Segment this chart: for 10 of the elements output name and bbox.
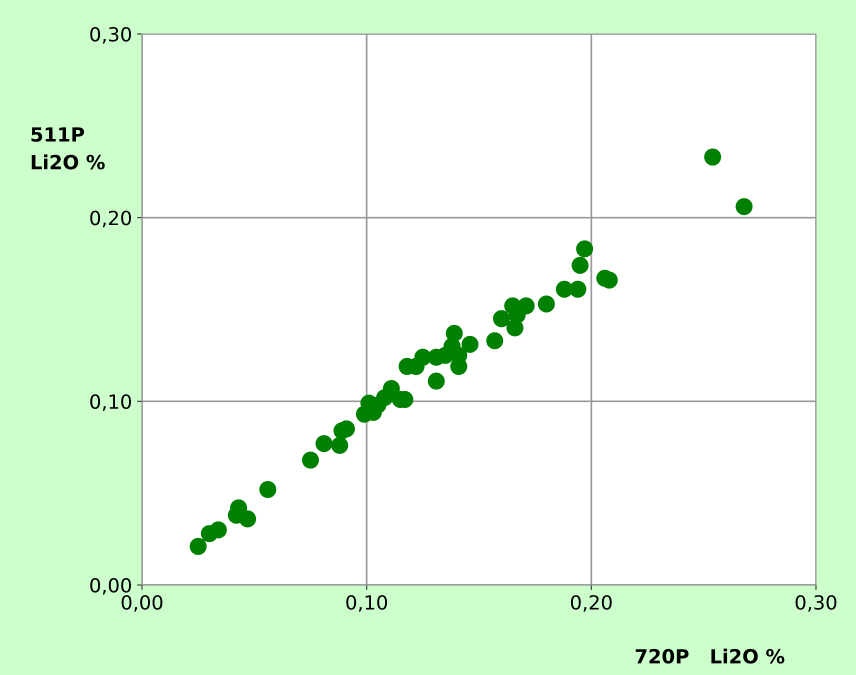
y-tick-label: 0,20 bbox=[90, 210, 131, 228]
x-axis-title: 720P Li2O % bbox=[636, 648, 784, 664]
x-tick-label: 0,30 bbox=[796, 595, 836, 612]
x-tick-label: 0,20 bbox=[570, 595, 612, 612]
x-tick-label: 0,00 bbox=[122, 595, 162, 612]
y-tick-label: 0,10 bbox=[90, 394, 131, 411]
y-axis-title: 511P Li2O % bbox=[32, 127, 105, 170]
y-tick-label: 0,00 bbox=[90, 578, 131, 595]
y-tick-label: 0,30 bbox=[90, 26, 131, 44]
x-tick-label: 0,10 bbox=[346, 595, 388, 612]
